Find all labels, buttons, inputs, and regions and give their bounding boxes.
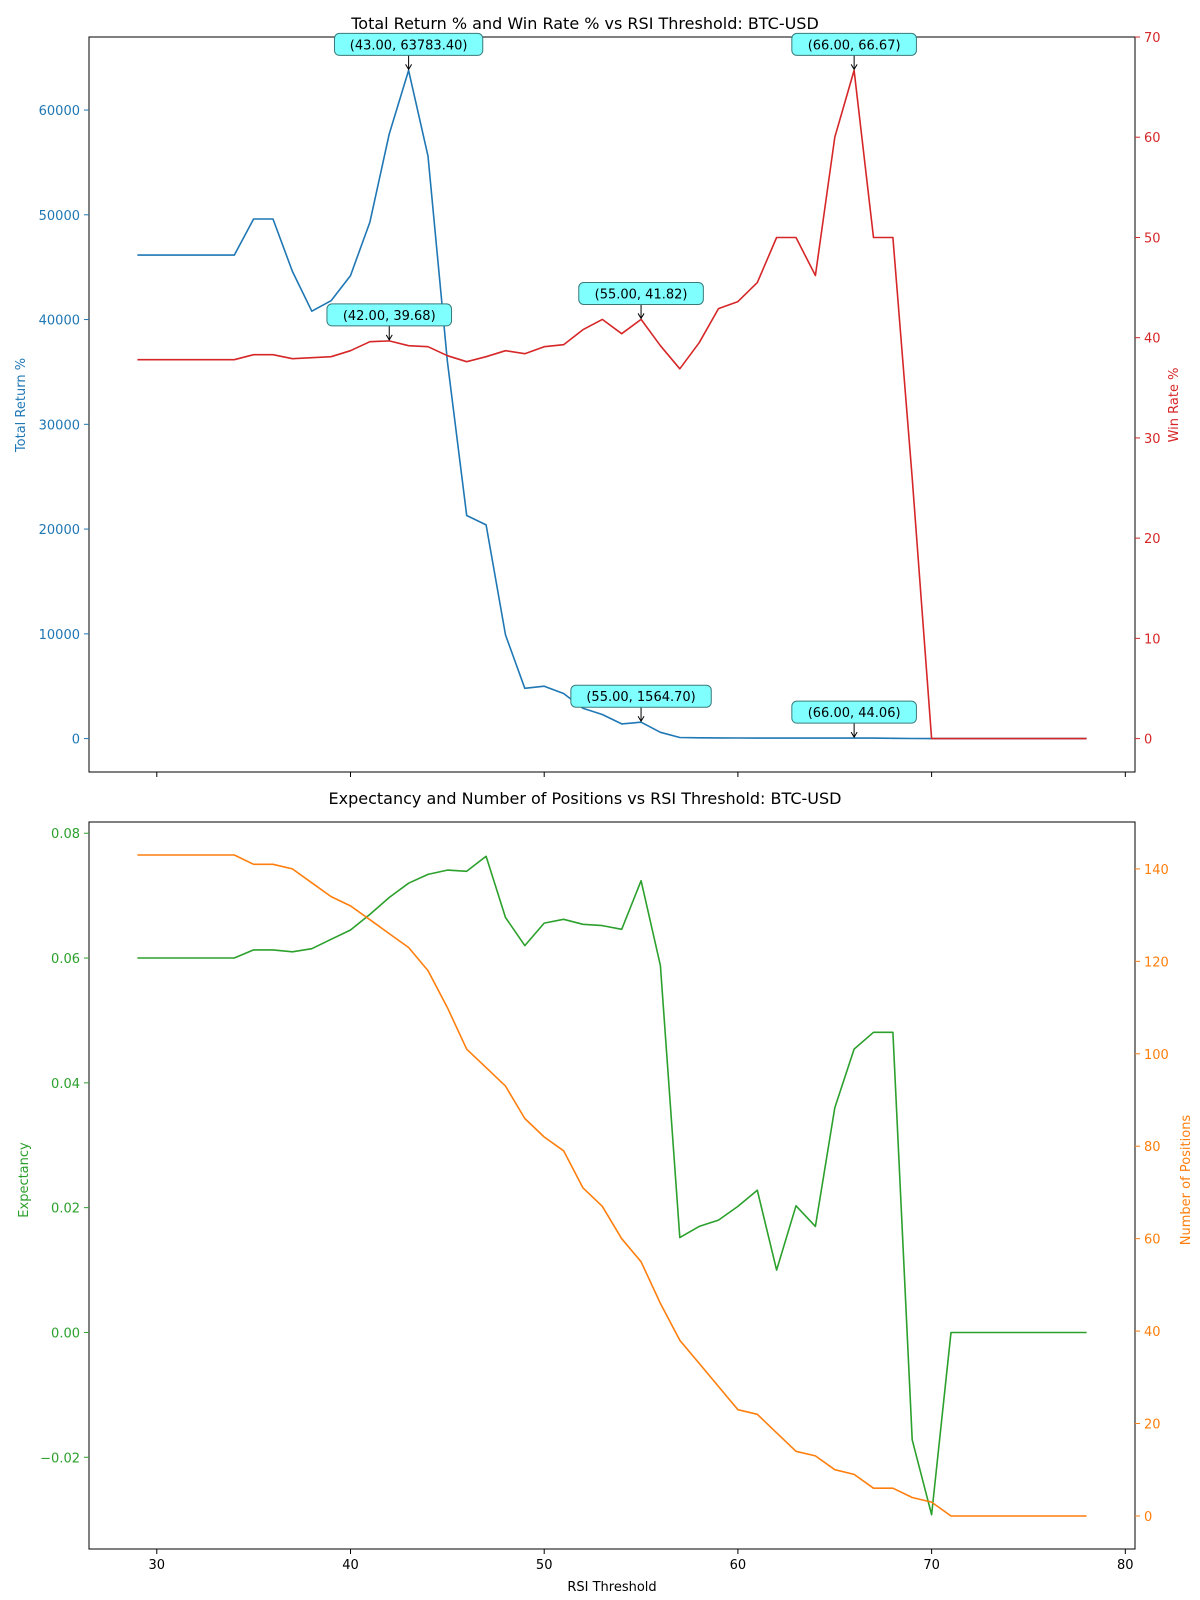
bottom-left-axis-label: Expectancy	[17, 1142, 32, 1218]
top-left-axis-label: Total Return %	[14, 358, 29, 453]
right-y-tick-label: 30	[1144, 432, 1161, 447]
annotation-box	[791, 700, 917, 724]
right-y-tick-label: 120	[1144, 955, 1169, 970]
right-y-tick-label: 70	[1144, 31, 1161, 46]
annotation-arrowhead	[850, 64, 858, 71]
left-y-tick-label: 10000	[39, 628, 80, 643]
right-y-tick-label: 60	[1144, 1233, 1161, 1248]
annotation-box	[791, 32, 917, 56]
series-line-number-of-positions	[137, 854, 1087, 1517]
annotation-arrowhead	[385, 334, 393, 341]
right-y-tick-label: 20	[1144, 532, 1161, 547]
left-y-tick-label: 60000	[39, 104, 80, 119]
left-y-tick-label: 50000	[39, 209, 80, 224]
right-y-tick-label: 40	[1144, 1325, 1161, 1340]
annotation-arrowhead	[637, 715, 645, 723]
left-y-tick-label: 0.02	[51, 1202, 80, 1217]
x-tick-label: 70	[923, 1558, 940, 1573]
annotation-label: (42.00, 39.68)	[343, 309, 436, 324]
left-y-tick-label: 30000	[39, 418, 80, 433]
annotation-label: (55.00, 41.82)	[595, 287, 688, 302]
top-right-axis-label: Win Rate %	[1167, 368, 1182, 443]
series-line-win-rate	[137, 69, 1087, 740]
right-y-tick-label: 20	[1144, 1418, 1161, 1433]
right-y-tick-label: 10	[1144, 632, 1161, 647]
top-chart-title: Total Return % and Win Rate % vs RSI Thr…	[350, 14, 819, 33]
bottom-chart-panel: Expectancy and Number of Positions vs RS…	[17, 789, 1194, 1595]
annotation-box	[570, 684, 712, 708]
left-y-tick-label: 20000	[39, 523, 80, 538]
left-y-tick-label: 0	[72, 733, 80, 748]
right-y-tick-label: 80	[1144, 1140, 1161, 1155]
left-y-tick-label: 40000	[39, 314, 80, 329]
x-tick-label: 60	[730, 1558, 747, 1573]
annotation-arrowhead	[405, 64, 413, 71]
right-y-tick-label: 40	[1144, 332, 1161, 347]
left-y-tick-label: 0.08	[51, 827, 80, 842]
bottom-x-axis-label: RSI Threshold	[567, 1580, 656, 1595]
bottom-chart-title: Expectancy and Number of Positions vs RS…	[329, 789, 842, 808]
right-y-tick-label: 50	[1144, 231, 1161, 246]
annotation-label: (43.00, 63783.40)	[350, 38, 468, 53]
x-tick-label: 30	[149, 1558, 166, 1573]
right-y-tick-label: 140	[1144, 863, 1169, 878]
right-y-tick-label: 60	[1144, 131, 1161, 146]
annotation-box	[326, 303, 453, 327]
left-y-tick-label: 0.06	[51, 952, 80, 967]
left-y-tick-label: −0.02	[40, 1451, 80, 1466]
right-y-tick-label: 100	[1144, 1048, 1169, 1063]
annotation-box	[578, 281, 704, 305]
x-tick-label: 50	[536, 1558, 553, 1573]
bottom-right-axis-label: Number of Positions	[1179, 1115, 1194, 1246]
annotation-label: (66.00, 44.06)	[808, 706, 901, 721]
series-line-total-return	[137, 69, 1087, 740]
top-chart-panel: Total Return % and Win Rate % vs RSI Thr…	[14, 14, 1182, 777]
left-y-tick-label: 0.04	[51, 1077, 80, 1092]
x-tick-label: 80	[1117, 1558, 1134, 1573]
annotation-box	[333, 32, 484, 56]
plot-frame	[88, 821, 1136, 1550]
annotation-arrowhead	[637, 313, 645, 320]
x-tick-label: 40	[342, 1558, 359, 1573]
left-y-tick-label: 0.00	[51, 1326, 80, 1341]
series-line-expectancy	[137, 855, 1087, 1516]
plot-frame	[88, 36, 1136, 773]
annotation-label: (55.00, 1564.70)	[586, 690, 695, 705]
annotation-arrowhead	[850, 731, 858, 739]
right-y-tick-label: 0	[1144, 1510, 1152, 1525]
right-y-tick-label: 0	[1144, 733, 1152, 748]
annotation-label: (66.00, 66.67)	[808, 38, 901, 53]
